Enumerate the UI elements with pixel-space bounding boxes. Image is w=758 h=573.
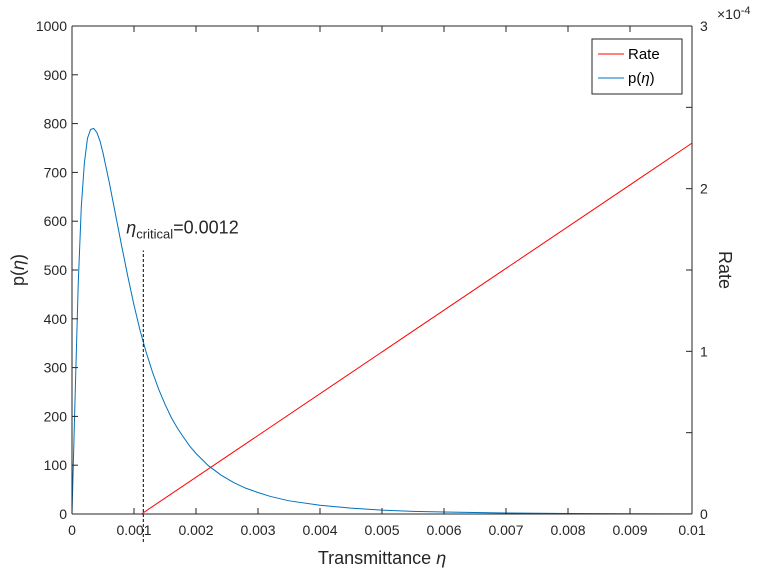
x-axis-label-symbol: η — [436, 548, 446, 568]
y-left-label-symbol: η — [8, 260, 28, 270]
legend-label-symbol: η — [641, 70, 649, 87]
axes-layer: 0 0.001 0.002 0.003 0.004 0.005 0.006 0.007 0.00… — [8, 5, 751, 568]
y-left-tick-label: 800 — [44, 116, 68, 132]
annotation-layer: ηcritical=0.0012 — [126, 217, 239, 542]
y-left-tick-label: 300 — [44, 360, 68, 376]
y-right-tick-label: 2 — [700, 181, 708, 197]
legend-box — [591, 38, 683, 95]
y-right-exponent: ×10-4 — [717, 5, 751, 22]
legend-entry-1: p(η) — [628, 70, 655, 87]
y-left-tick-label: 200 — [44, 408, 68, 424]
y-left-tick-label: 900 — [44, 67, 68, 83]
legend: Rate p(η) — [591, 38, 683, 95]
y-left-label-prefix: p( — [8, 270, 28, 286]
x-tick-label: 0.009 — [612, 522, 647, 538]
y-left-tick-label: 0 — [59, 506, 67, 522]
y-right-exponent-power: -4 — [741, 5, 751, 17]
x-tick-label: 0.005 — [364, 522, 399, 538]
x-tick-label: 0 — [68, 522, 76, 538]
critical-value: =0.0012 — [173, 217, 239, 237]
x-tick-label: 0.003 — [240, 522, 275, 538]
y-right-axis-label: Rate — [715, 251, 735, 289]
y-left-tick-label: 500 — [44, 262, 68, 278]
x-axis-label-text: Transmittance — [318, 548, 436, 568]
y-left-tick-label: 1000 — [36, 18, 67, 34]
x-tick-label: 0.001 — [116, 522, 151, 538]
plot-background — [72, 26, 692, 514]
legend-label-prefix: p( — [628, 70, 641, 87]
legend-label-suffix: ) — [650, 70, 655, 87]
y-right-tick-label: 1 — [700, 343, 708, 359]
y-left-tick-label: 700 — [44, 164, 68, 180]
critical-subscript: critical — [136, 226, 173, 241]
y-right-exponent-base: ×10 — [717, 6, 741, 22]
x-tick-label: 0.007 — [488, 522, 523, 538]
y-left-tick-label: 100 — [44, 457, 68, 473]
critical-annotation: ηcritical=0.0012 — [126, 217, 238, 241]
plot-area — [72, 26, 692, 514]
y-left-axis-label: p(η) — [8, 254, 28, 286]
x-axis-label: Transmittance η — [318, 548, 446, 568]
y-left-label-suffix: ) — [8, 254, 28, 260]
x-tick-label: 0.01 — [678, 522, 705, 538]
y-left-tick-label: 400 — [44, 311, 68, 327]
x-tick-label: 0.004 — [302, 522, 337, 538]
y-left-tick-label: 600 — [44, 213, 68, 229]
critical-symbol: η — [126, 217, 136, 237]
y-right-tick-label: 3 — [700, 18, 708, 34]
x-tick-label: 0.008 — [550, 522, 585, 538]
y-right-tick-label: 0 — [700, 506, 708, 522]
x-tick-label: 0.006 — [426, 522, 461, 538]
series-line-1 — [71, 127, 693, 515]
x-tick-label: 0.002 — [178, 522, 213, 538]
legend-entry-0: Rate — [628, 46, 660, 63]
